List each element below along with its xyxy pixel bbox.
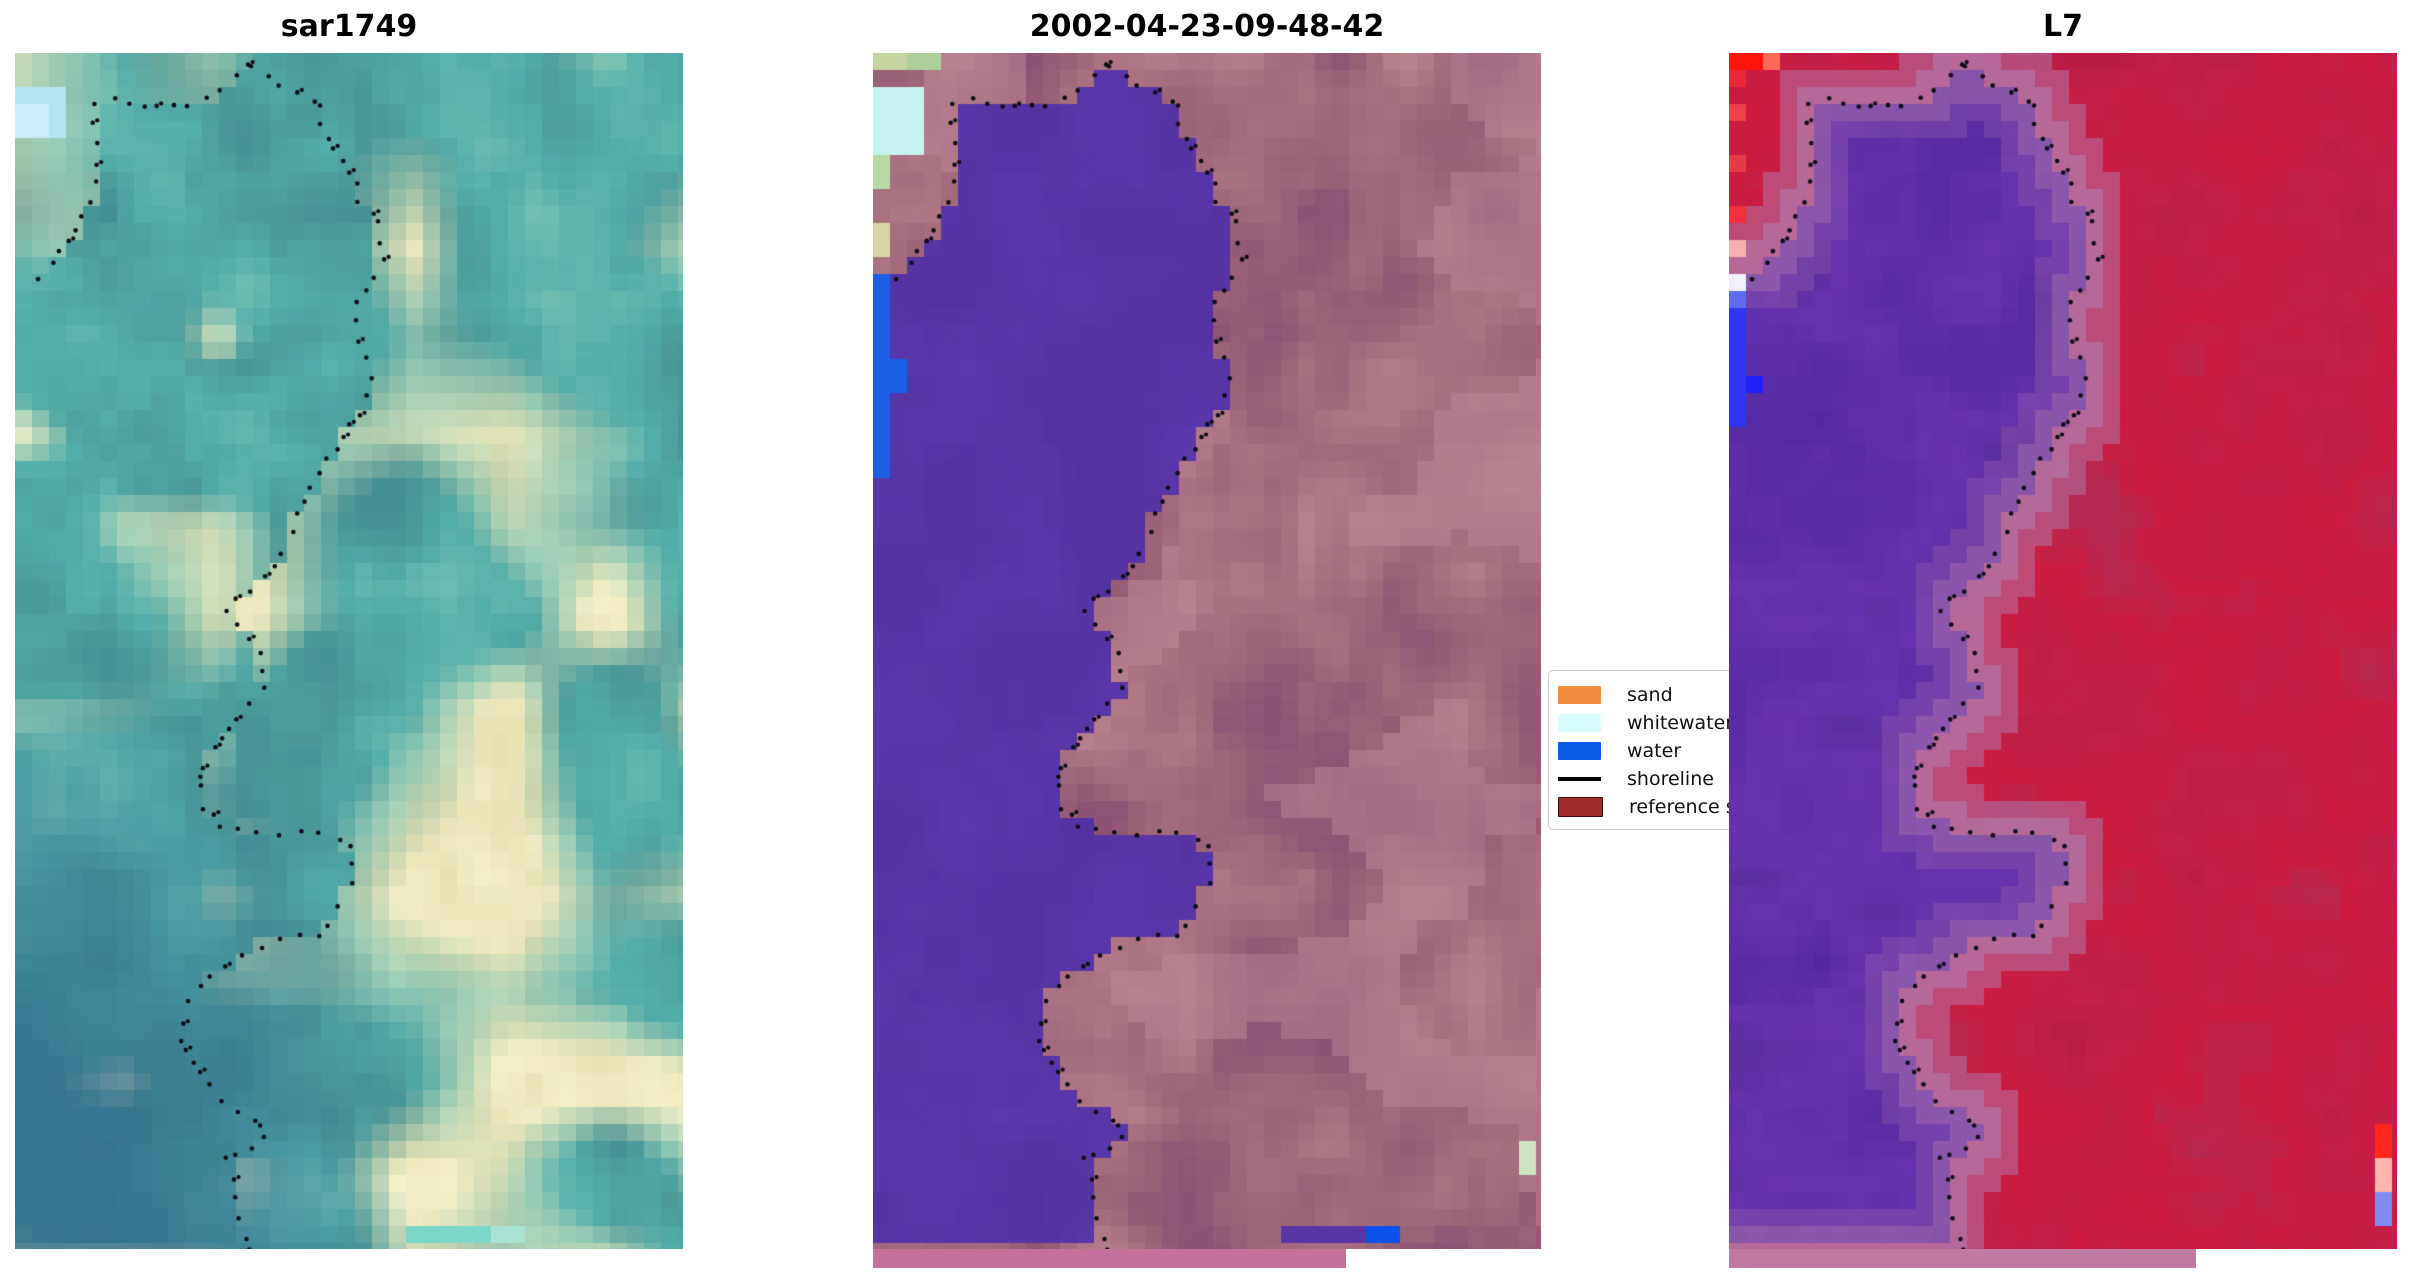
panel-title-l7: L7 [2043,9,2083,44]
satellite-image-classified [873,53,1541,1249]
panel-title-classified: 2002-04-23-09-48-42 [1029,9,1385,44]
panel-l7: L7 [1729,9,2397,1249]
legend-item-whitewater: whitewater [1558,709,1777,737]
satellite-image-sar1749 [15,53,683,1249]
bottom-strip-classified [873,1249,1346,1268]
legend-label-whitewater: whitewater [1627,712,1734,734]
panel-classified: 2002-04-23-09-48-42 [873,9,1541,1249]
bottom-strip-l7 [1729,1249,2196,1268]
whitewater-swatch-icon [1558,714,1601,732]
legend-item-shoreline: shoreline [1558,765,1777,793]
panel-sar1749: sar1749 [15,9,683,1249]
shoreline-line-icon [1558,777,1601,781]
reference-shoreline-swatch-icon [1558,797,1603,817]
satellite-image-l7 [1729,53,2397,1249]
legend-label-shoreline: shoreline [1627,768,1714,790]
legend-item-reference-shoreline: reference s [1558,793,1777,821]
legend-label-sand: sand [1627,684,1673,706]
legend-label-reference-shoreline: reference s [1629,796,1736,818]
legend-label-water: water [1627,740,1682,762]
water-swatch-icon [1558,742,1601,760]
sand-swatch-icon [1558,686,1601,704]
legend-item-sand: sand [1558,681,1777,709]
panel-title-sar1749: sar1749 [280,9,418,44]
legend-item-water: water [1558,737,1777,765]
